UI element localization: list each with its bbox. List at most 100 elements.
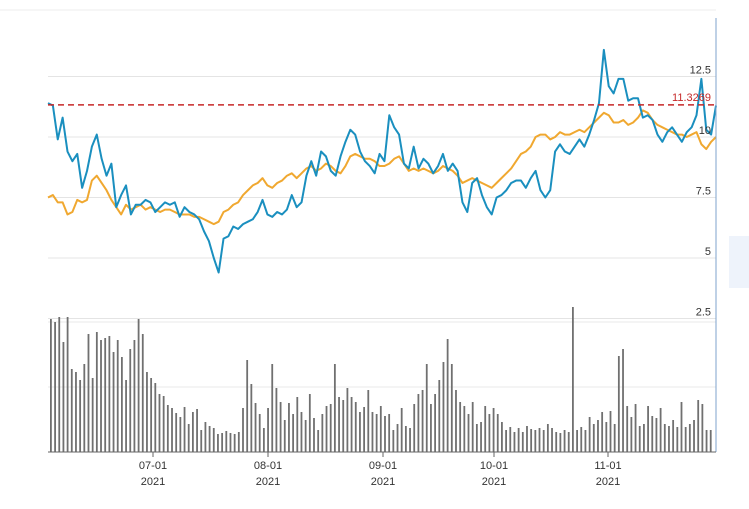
- x-tick-month: 11-01: [594, 460, 621, 472]
- x-tick-month: 07-01: [139, 460, 167, 472]
- volume-bar: [676, 427, 679, 452]
- volume-bar: [459, 402, 462, 452]
- volume-bar: [438, 380, 441, 452]
- x-tick-month: 09-01: [369, 460, 397, 472]
- volume-bar: [480, 422, 482, 452]
- volume-bar: [100, 340, 102, 452]
- volume-bar: [137, 319, 140, 452]
- volume-bar: [271, 364, 274, 452]
- volume-bar: [229, 433, 232, 452]
- volume-bar: [125, 380, 127, 452]
- volume-bar: [526, 426, 528, 452]
- moving-average-line: [47, 109, 717, 226]
- volume-bar: [509, 427, 512, 452]
- volume-bar: [166, 405, 169, 452]
- volume-bar: [417, 394, 420, 452]
- volume-bar: [555, 432, 558, 452]
- price-lines: [47, 48, 717, 274]
- volume-bar: [484, 406, 487, 452]
- volume-bar: [638, 426, 641, 452]
- volume-bar: [108, 336, 111, 452]
- volume-bar: [668, 426, 670, 452]
- volume-bar: [346, 388, 349, 452]
- volume-bar: [409, 428, 411, 452]
- volume-bar: [204, 422, 207, 452]
- side-panel-tab[interactable]: [729, 236, 749, 288]
- volume-bar: [354, 402, 357, 452]
- volume-bar: [250, 384, 253, 452]
- volume-bar: [467, 414, 470, 452]
- y-tick-label: 2.5: [696, 307, 711, 319]
- volume-bar: [212, 428, 215, 452]
- volume-bar: [221, 433, 224, 452]
- volume-bar: [116, 340, 119, 452]
- volume-bar: [304, 420, 307, 452]
- volume-bar: [626, 406, 629, 452]
- volume-bar: [217, 434, 219, 452]
- volume-bar: [425, 364, 428, 452]
- volume-bar: [150, 378, 153, 452]
- volume-bar: [404, 426, 407, 452]
- volume-bar: [225, 431, 228, 452]
- volume-bar: [659, 408, 662, 452]
- volume-bar: [455, 390, 457, 452]
- volume-bar: [91, 378, 94, 452]
- volume-bars: [50, 307, 712, 452]
- volume-bar: [613, 424, 616, 452]
- volume-bar: [384, 416, 386, 452]
- volume-bar: [75, 372, 77, 452]
- volume-bar: [379, 406, 382, 452]
- volume-bar: [430, 404, 432, 452]
- y-tick-label: 5: [705, 246, 711, 258]
- volume-bar: [421, 390, 424, 452]
- volume-bar: [597, 420, 599, 452]
- volume-bar: [296, 397, 299, 452]
- volume-bar: [141, 334, 144, 452]
- volume-bar: [283, 420, 286, 452]
- volume-bar: [688, 424, 691, 452]
- volume-bar: [104, 338, 107, 452]
- volume-bar: [200, 430, 203, 452]
- price-gridlines: [48, 76, 716, 319]
- volume-bar: [663, 424, 666, 452]
- volume-bar: [505, 430, 507, 452]
- volume-bar: [359, 412, 361, 452]
- volume-bar: [196, 409, 198, 452]
- volume-bar: [471, 402, 474, 452]
- volume-bar: [95, 332, 98, 452]
- x-tick-year: 2021: [482, 476, 506, 488]
- volume-bar: [392, 430, 395, 452]
- volume-bar: [313, 418, 315, 452]
- volume-bar: [680, 402, 683, 452]
- x-tick-month: 08-01: [254, 460, 282, 472]
- volume-bar: [534, 430, 537, 452]
- volume-bar: [288, 403, 290, 452]
- x-tick-month: 10-01: [480, 460, 508, 472]
- volume-bar: [321, 414, 324, 452]
- volume-bar: [697, 400, 700, 452]
- volume-bar: [208, 426, 211, 452]
- y-tick-label: 7.5: [696, 186, 711, 198]
- x-tick-year: 2021: [596, 476, 620, 488]
- volume-bar: [701, 404, 704, 452]
- x-tick-year: 2021: [141, 476, 165, 488]
- volume-bar: [363, 407, 366, 452]
- volume-gridlines: [48, 321, 716, 388]
- volume-bar: [588, 417, 591, 452]
- volume-bar: [446, 339, 449, 452]
- volume-bar: [158, 394, 161, 452]
- volume-bar: [317, 430, 320, 452]
- volume-bar: [338, 397, 340, 452]
- volume-bar: [622, 349, 624, 452]
- volume-bar: [530, 429, 533, 452]
- volume-bar: [634, 404, 637, 452]
- volume-bar: [684, 427, 687, 452]
- reference-line: 11.3269: [48, 92, 716, 106]
- volume-bar: [267, 408, 269, 452]
- volume-bar: [133, 340, 136, 452]
- volume-bar: [542, 430, 545, 452]
- volume-bar: [538, 428, 541, 452]
- volume-bar: [630, 417, 633, 452]
- volume-bar: [367, 390, 370, 452]
- volume-bar: [592, 424, 595, 452]
